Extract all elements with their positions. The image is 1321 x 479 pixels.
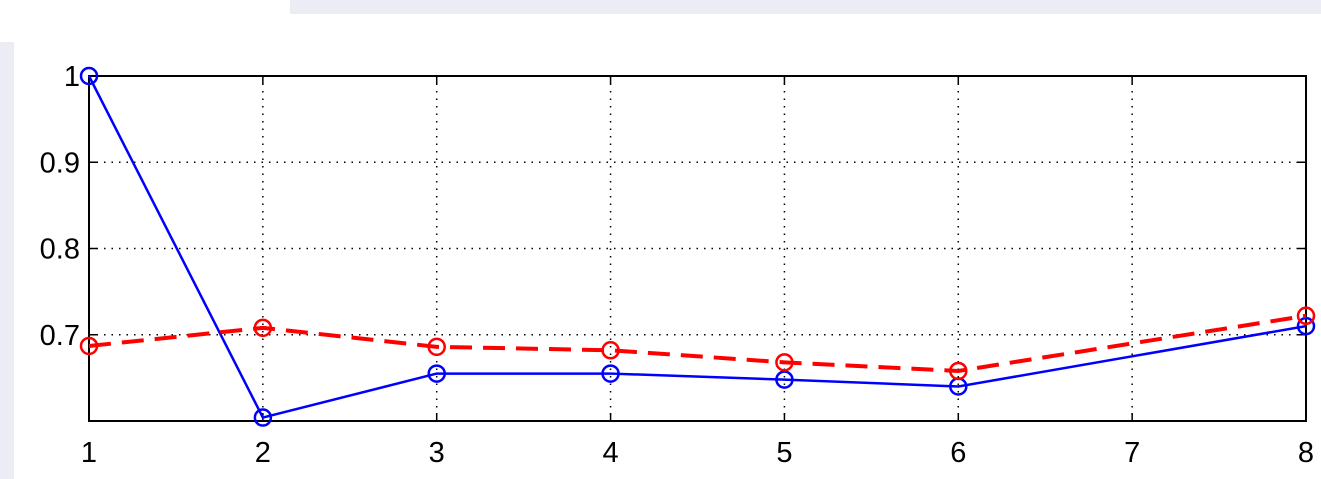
series-1-marker: [253, 408, 273, 427]
series-1-marker: [601, 364, 620, 383]
x-tick-label: 2: [255, 437, 271, 469]
x-tick-label: 4: [603, 437, 619, 469]
x-tick-label: 1: [81, 437, 97, 469]
series-2-line: [88, 313, 1307, 373]
x-tick-label: 3: [429, 437, 445, 469]
series-1-marker: [1296, 316, 1316, 336]
left-panel-strip: [0, 42, 14, 479]
series-2-marker: [949, 361, 968, 381]
y-tick-label: 0.7: [40, 320, 80, 352]
series-1-line: [87, 75, 1307, 419]
series-layer: [79, 66, 1316, 427]
y-tick-label: 0.8: [40, 234, 80, 266]
top-toolbar-strip: [290, 0, 1321, 14]
series-2-marker: [601, 341, 620, 360]
x-tick-label: 6: [950, 437, 966, 469]
grid-layer: [89, 76, 1306, 421]
series-2-marker: [1296, 306, 1316, 326]
x-tick-label: 8: [1298, 437, 1314, 469]
series-1-marker: [427, 364, 446, 383]
series-1-marker: [79, 66, 99, 86]
y-tick-label: 0.9: [40, 147, 80, 179]
series-2-marker: [775, 353, 794, 372]
series-2-marker: [253, 318, 273, 338]
x-tick-label: 5: [776, 437, 792, 469]
x-tick-label: 7: [1124, 437, 1140, 469]
series-2-marker: [427, 337, 446, 357]
y-tick-label: 1: [64, 61, 80, 93]
axis-layer: 1 2 3 4 5 6 7 8 0.7 0.8 0.9 1: [40, 61, 1314, 469]
series-2-marker: [79, 336, 99, 356]
